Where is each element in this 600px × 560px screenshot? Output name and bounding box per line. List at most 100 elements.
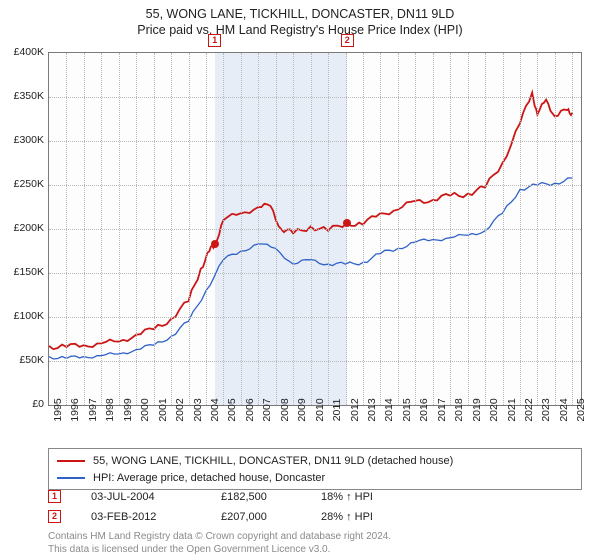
title-block: 55, WONG LANE, TICKHILL, DONCASTER, DN11…	[0, 0, 600, 39]
x-tick-label: 2021	[506, 398, 518, 421]
legend-swatch	[57, 460, 85, 462]
title-subtitle: Price paid vs. HM Land Registry's House …	[0, 22, 600, 38]
y-tick-label: £250K	[0, 178, 44, 190]
x-tick-label: 2010	[314, 398, 326, 421]
x-tick-label: 2000	[139, 398, 151, 421]
footer-attribution: Contains HM Land Registry data © Crown c…	[48, 531, 582, 556]
sale-row-marker: 2	[48, 510, 61, 523]
sale-row-marker: 1	[48, 490, 61, 503]
sale-price: £182,500	[221, 491, 321, 503]
sale-date: 03-JUL-2004	[91, 491, 221, 503]
gridline-v	[520, 53, 521, 405]
y-tick-label: £400K	[0, 46, 44, 58]
gridline-v	[189, 53, 190, 405]
x-tick-label: 2025	[575, 398, 587, 421]
x-tick-label: 2017	[436, 398, 448, 421]
sale-point-1	[211, 240, 219, 248]
legend-label: HPI: Average price, detached house, Donc…	[93, 470, 325, 487]
gridline-v	[468, 53, 469, 405]
gridline-v	[293, 53, 294, 405]
x-tick-label: 1995	[52, 398, 64, 421]
sale-marker-1: 1	[208, 34, 221, 47]
x-tick-label: 2023	[540, 398, 552, 421]
gridline-v	[433, 53, 434, 405]
legend-item: HPI: Average price, detached house, Donc…	[57, 470, 573, 487]
gridline-v	[328, 53, 329, 405]
y-tick-label: £0	[0, 398, 44, 410]
gridline-v	[84, 53, 85, 405]
gridline-v	[398, 53, 399, 405]
legend-label: 55, WONG LANE, TICKHILL, DONCASTER, DN11…	[93, 453, 453, 470]
x-tick-label: 2024	[558, 398, 570, 421]
x-tick-label: 2001	[157, 398, 169, 421]
x-tick-label: 1996	[69, 398, 81, 421]
x-tick-label: 2013	[366, 398, 378, 421]
x-tick-label: 2012	[349, 398, 361, 421]
gridline-v	[241, 53, 242, 405]
x-tick-label: 2008	[279, 398, 291, 421]
legend-item: 55, WONG LANE, TICKHILL, DONCASTER, DN11…	[57, 453, 573, 470]
x-tick-label: 2018	[453, 398, 465, 421]
x-tick-label: 2016	[418, 398, 430, 421]
sale-row: 1 03-JUL-2004£182,50018% ↑ HPI	[48, 490, 582, 503]
x-tick-label: 2004	[209, 398, 221, 421]
gridline-h	[49, 141, 581, 142]
gridline-v	[380, 53, 381, 405]
footer-line2: This data is licensed under the Open Gov…	[48, 544, 582, 557]
y-tick-label: £50K	[0, 354, 44, 366]
x-tick-label: 2007	[261, 398, 273, 421]
gridline-v	[171, 53, 172, 405]
gridline-v	[450, 53, 451, 405]
y-tick-label: £200K	[0, 222, 44, 234]
x-tick-label: 1997	[87, 398, 99, 421]
sale-date: 03-FEB-2012	[91, 511, 221, 523]
sale-price: £207,000	[221, 511, 321, 523]
gridline-v	[311, 53, 312, 405]
y-tick-label: £100K	[0, 310, 44, 322]
gridline-h	[49, 361, 581, 362]
x-tick-label: 2002	[174, 398, 186, 421]
gridline-v	[537, 53, 538, 405]
gridline-v	[572, 53, 573, 405]
gridline-h	[49, 273, 581, 274]
price-chart: 12	[48, 52, 582, 406]
gridline-v	[276, 53, 277, 405]
gridline-v	[346, 53, 347, 405]
gridline-v	[136, 53, 137, 405]
x-tick-label: 2005	[226, 398, 238, 421]
x-tick-label: 2014	[383, 398, 395, 421]
y-tick-label: £350K	[0, 90, 44, 102]
gridline-v	[415, 53, 416, 405]
sale-hpi: 18% ↑ HPI	[321, 491, 373, 503]
gridline-v	[363, 53, 364, 405]
x-tick-label: 2019	[471, 398, 483, 421]
gridline-v	[101, 53, 102, 405]
gridline-v	[66, 53, 67, 405]
x-tick-label: 2015	[401, 398, 413, 421]
gridline-v	[119, 53, 120, 405]
x-tick-label: 2022	[523, 398, 535, 421]
x-tick-label: 2009	[296, 398, 308, 421]
gridline-v	[258, 53, 259, 405]
gridline-v	[154, 53, 155, 405]
x-tick-label: 2020	[488, 398, 500, 421]
gridline-h	[49, 185, 581, 186]
sale-marker-2: 2	[341, 34, 354, 47]
x-tick-label: 2003	[192, 398, 204, 421]
sale-row: 2 03-FEB-2012£207,00028% ↑ HPI	[48, 510, 582, 523]
gridline-v	[485, 53, 486, 405]
gridline-h	[49, 97, 581, 98]
x-tick-label: 2011	[331, 399, 343, 422]
x-tick-label: 1999	[122, 398, 134, 421]
gridline-h	[49, 229, 581, 230]
gridline-v	[223, 53, 224, 405]
gridline-v	[503, 53, 504, 405]
x-tick-label: 1998	[104, 398, 116, 421]
gridline-h	[49, 317, 581, 318]
x-tick-label: 2006	[244, 398, 256, 421]
sale-point-2	[343, 219, 351, 227]
sale-hpi: 28% ↑ HPI	[321, 511, 373, 523]
y-tick-label: £300K	[0, 134, 44, 146]
gridline-v	[555, 53, 556, 405]
footer-line1: Contains HM Land Registry data © Crown c…	[48, 531, 582, 544]
